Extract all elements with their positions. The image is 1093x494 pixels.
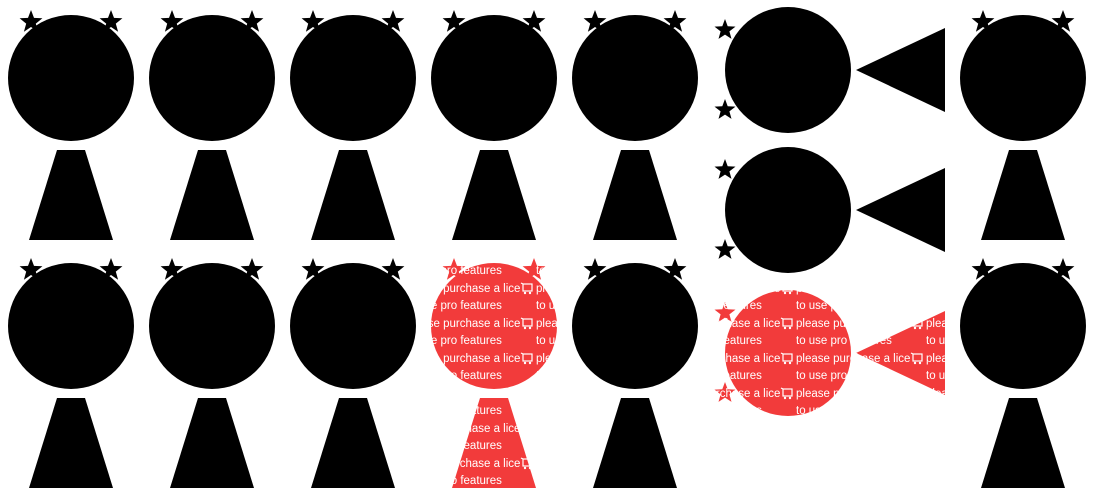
figure-head bbox=[572, 15, 698, 141]
figure-icon bbox=[149, 258, 275, 488]
figure-head bbox=[8, 263, 134, 389]
star-icon bbox=[714, 99, 736, 119]
figure-head bbox=[290, 263, 416, 389]
figure-icon bbox=[8, 10, 134, 240]
star-icon bbox=[160, 258, 184, 280]
figure-head bbox=[725, 7, 851, 133]
figure-icon bbox=[714, 7, 945, 133]
star-icon bbox=[522, 258, 546, 280]
figure-icon bbox=[714, 147, 945, 273]
star-icon bbox=[442, 258, 466, 280]
star-icon bbox=[99, 10, 123, 32]
star-icon bbox=[714, 382, 736, 402]
figure-icon bbox=[960, 10, 1086, 240]
star-icon bbox=[301, 258, 325, 280]
star-icon bbox=[240, 10, 264, 32]
star-icon bbox=[19, 10, 43, 32]
figure-body bbox=[593, 398, 677, 488]
star-icon bbox=[971, 258, 995, 280]
figure-body bbox=[856, 311, 945, 395]
figure-icon bbox=[290, 10, 416, 240]
star-icon bbox=[19, 258, 43, 280]
star-icon bbox=[442, 10, 466, 32]
figure-head bbox=[290, 15, 416, 141]
figure-body bbox=[311, 150, 395, 240]
figure-body bbox=[593, 150, 677, 240]
figure-body bbox=[856, 168, 945, 252]
star-icon bbox=[663, 10, 687, 32]
figure-head bbox=[960, 15, 1086, 141]
figure-head bbox=[8, 15, 134, 141]
star-icon bbox=[160, 10, 184, 32]
star-icon bbox=[971, 10, 995, 32]
figures-layer bbox=[8, 7, 1086, 488]
star-icon bbox=[240, 258, 264, 280]
figure-icon bbox=[714, 290, 945, 416]
figure-head bbox=[431, 15, 557, 141]
star-icon bbox=[381, 10, 405, 32]
figure-body bbox=[856, 28, 945, 112]
star-icon bbox=[522, 10, 546, 32]
star-icon bbox=[663, 258, 687, 280]
figure-icon bbox=[431, 258, 557, 488]
figure-head bbox=[572, 263, 698, 389]
figure-body bbox=[311, 398, 395, 488]
figure-head bbox=[431, 263, 557, 389]
figure-head bbox=[149, 15, 275, 141]
figure-body bbox=[170, 150, 254, 240]
figure-head bbox=[725, 290, 851, 416]
figure-icon bbox=[960, 258, 1086, 488]
star-icon bbox=[301, 10, 325, 32]
figure-icon bbox=[572, 258, 698, 488]
figure-icon bbox=[572, 10, 698, 240]
star-icon bbox=[583, 10, 607, 32]
star-icon bbox=[1051, 10, 1075, 32]
star-icon bbox=[714, 159, 736, 179]
figure-body bbox=[981, 150, 1065, 240]
star-icon bbox=[714, 19, 736, 39]
figure-icon bbox=[290, 258, 416, 488]
star-icon bbox=[714, 302, 736, 322]
figure-icon bbox=[431, 10, 557, 240]
star-icon bbox=[583, 258, 607, 280]
figure-body bbox=[452, 150, 536, 240]
figure-head bbox=[725, 147, 851, 273]
figure-body bbox=[29, 398, 113, 488]
star-icon bbox=[381, 258, 405, 280]
figure-body bbox=[452, 398, 536, 488]
figure-body bbox=[170, 398, 254, 488]
figure-body bbox=[981, 398, 1065, 488]
figure-icon bbox=[8, 258, 134, 488]
star-icon bbox=[714, 239, 736, 259]
figure-head bbox=[960, 263, 1086, 389]
figure-head bbox=[149, 263, 275, 389]
figure-icon bbox=[149, 10, 275, 240]
star-icon bbox=[1051, 258, 1075, 280]
star-icon bbox=[99, 258, 123, 280]
figure-body bbox=[29, 150, 113, 240]
